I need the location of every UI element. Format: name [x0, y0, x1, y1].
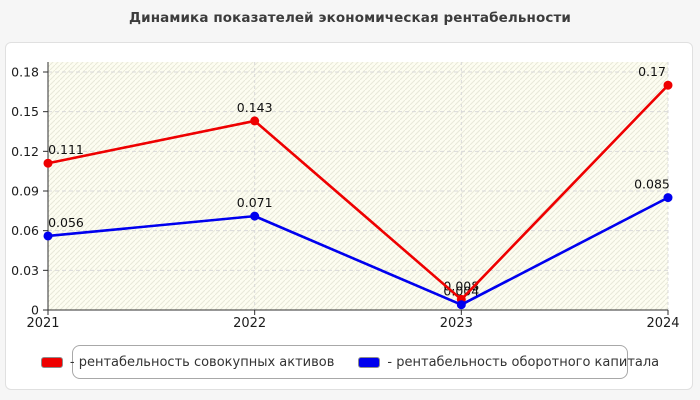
data-point	[43, 231, 53, 241]
series-line-1	[47, 196, 669, 307]
data-point	[250, 116, 260, 126]
data-point	[250, 211, 260, 221]
data-point	[663, 193, 673, 203]
y-tick-label: 0	[31, 303, 39, 318]
y-tick-label: 0.09	[11, 184, 39, 199]
legend-item-total-assets: - рентабельность совокупных активов	[40, 354, 335, 370]
legend-swatch-red-icon	[40, 356, 63, 368]
data-point	[456, 300, 466, 310]
x-tick-label: 2023	[440, 316, 473, 331]
legend-label-total-assets: - рентабельность совокупных активов	[69, 354, 335, 370]
x-tick-label: 2022	[233, 316, 266, 331]
data-point	[43, 158, 53, 168]
x-tick-label: 2024	[646, 316, 679, 331]
plot-area	[48, 62, 668, 310]
y-tick-label: 0.03	[11, 263, 39, 278]
y-tick-label: 0.06	[11, 223, 39, 238]
point-label: 0.143	[237, 100, 273, 115]
y-tick-label: 0.18	[11, 65, 39, 80]
y-tick-label: 0.15	[11, 104, 39, 119]
legend-label-working-capital: - рентабельность оборотного капитала	[387, 354, 660, 370]
point-label: 0.111	[48, 142, 84, 157]
chart-title: Динамика показателей экономическая рента…	[129, 10, 571, 26]
series-line-0	[47, 84, 669, 301]
chart-legend: - рентабельность совокупных активов - ре…	[40, 345, 659, 379]
legend-swatch-blue-icon	[358, 356, 381, 368]
point-label: 0.071	[237, 195, 273, 210]
data-point	[663, 80, 673, 90]
point-label: 0.004	[443, 284, 479, 299]
point-label: 0.056	[48, 215, 84, 230]
y-tick-label: 0.12	[11, 144, 39, 159]
legend-item-working-capital: - рентабельность оборотного капитала	[358, 355, 659, 370]
point-label: 0.17	[638, 64, 666, 79]
x-tick-label: 2021	[26, 316, 59, 331]
point-label: 0.085	[634, 177, 670, 192]
